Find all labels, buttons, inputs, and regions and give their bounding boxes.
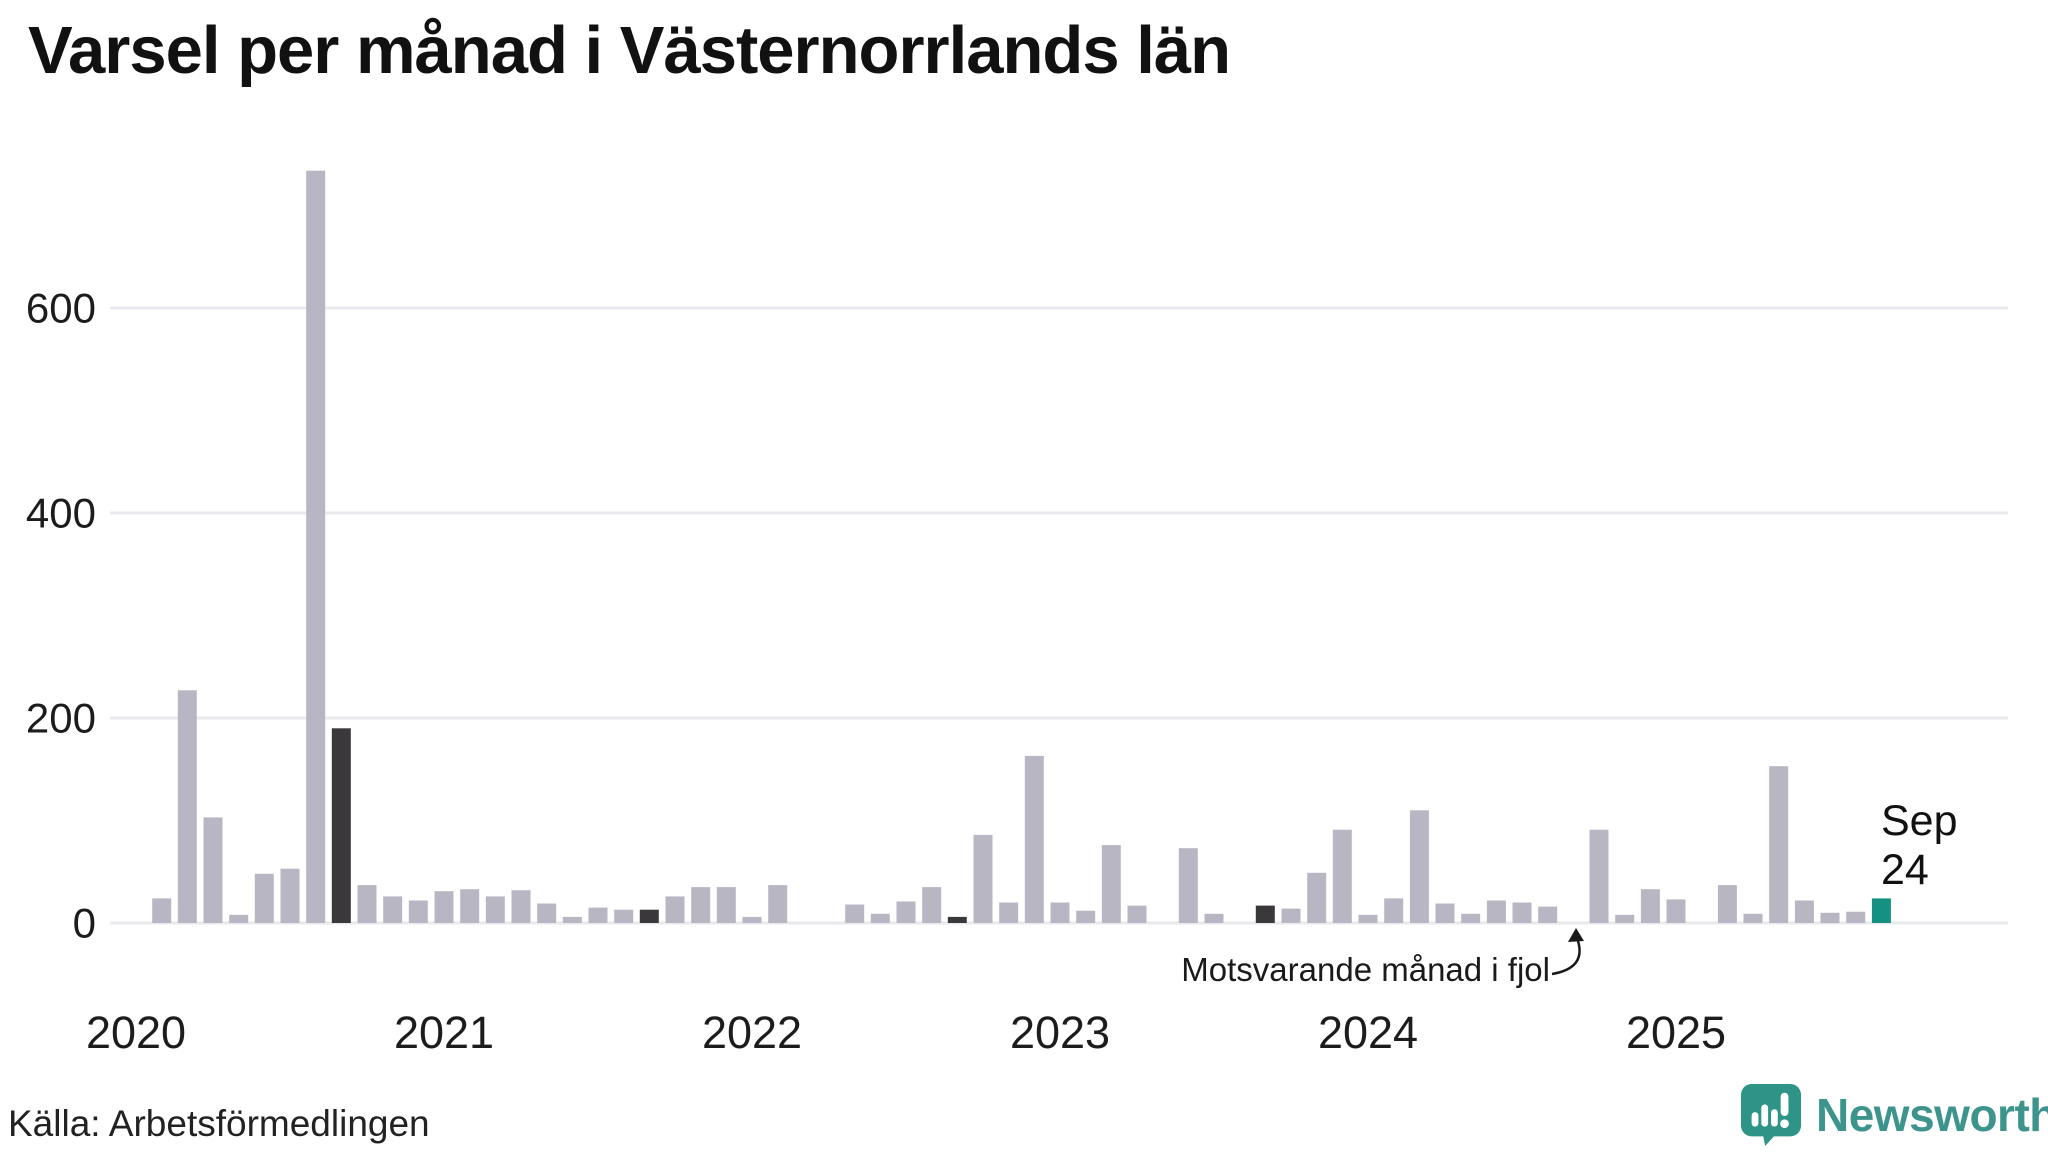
year-label-2022: 2022 [702,1007,802,1058]
bar-2021-03 [485,896,505,923]
year-label-2025: 2025 [1626,1007,1726,1058]
bar-2025-05 [1769,766,1789,923]
annotation-arrowhead [1568,928,1584,942]
latest-bar-label-month: Sep [1881,797,1958,845]
bar-2023-11 [1307,872,1327,923]
bar-2024-06 [1486,900,1506,923]
bar-2024-12 [1640,889,1660,923]
bar-2022-12 [1024,755,1044,923]
bar-2024-04 [1435,903,1455,923]
latest-bar-label: Sep 24 [1881,797,1958,895]
bar-2021-05 [537,903,557,923]
bar-2021-08 [614,909,634,923]
bar-2020-11 [383,896,403,923]
bar-2021-04 [511,890,531,923]
bar-2023-10 [1281,908,1301,923]
bar-2025-04 [1743,913,1763,923]
bar-2023-02 [1076,910,1096,923]
bar-2021-07 [588,907,608,923]
bar-2022-10 [973,834,993,923]
bar-2021-01 [434,891,454,923]
annotation-arrow [1551,937,1581,976]
bar-2025-08 [1846,911,1866,923]
bar-2025-01 [1666,899,1686,923]
y-tick-label-400: 400 [26,490,96,537]
bar-2024-05 [1461,913,1481,923]
bar-2020-07 [280,868,300,923]
newsworthy-logo-text: Newsworthy [1816,1089,2048,1141]
bar-2025-03 [1717,885,1737,923]
bar-2023-12 [1332,829,1352,923]
bar-2020-09 [331,728,351,923]
y-tick-label-0: 0 [73,900,96,947]
bar-2020-02 [152,898,172,923]
bar-2020-12 [408,900,428,923]
bar-2023-09 [1255,905,1275,923]
x-axis-year-labels: 2020 2021 2022 2023 2024 2025 [86,1007,1726,1058]
newsworthy-logo: Newsworthy [1740,1083,2048,1147]
bar-2020-04 [203,817,223,923]
bar-2023-07 [1204,913,1224,923]
year-label-2021: 2021 [394,1007,494,1058]
bar-2024-11 [1615,914,1635,923]
bar-2025-06 [1794,900,1814,923]
bar-2021-06 [562,916,582,923]
bar-2020-08 [306,170,326,923]
bar-2023-03 [1101,845,1121,923]
source-caption: Källa: Arbetsförmedlingen [8,1103,430,1144]
newsworthy-chart-bubble-icon [1740,1084,1802,1146]
y-tick-label-200: 200 [26,695,96,742]
bar-2025-07 [1820,912,1840,924]
bar-2021-02 [460,889,480,923]
bar-2024-03 [1409,810,1429,923]
bar-2023-04 [1127,905,1147,923]
year-label-2024: 2024 [1318,1007,1418,1058]
bar-2023-01 [1050,902,1070,923]
y-axis-tick-labels: 0 200 400 600 [26,285,96,947]
bars [152,170,1891,924]
bar-2022-08 [922,887,942,923]
bar-2022-11 [999,902,1019,923]
y-tick-label-600: 600 [26,285,96,332]
bar-2020-05 [229,914,249,923]
bar-2021-11 [691,887,711,923]
bar-2020-03 [177,690,197,923]
latest-bar-label-value: 24 [1881,846,1929,894]
bar-2024-07 [1512,902,1532,923]
bar-2022-01 [742,916,762,923]
bar-2021-09 [639,909,659,923]
bar-2020-10 [357,885,377,923]
year-label-2023: 2023 [1010,1007,1110,1058]
bar-2021-10 [665,896,685,923]
annotation-reference-month: Motsvarande månad i fjol [1181,951,1550,988]
bar-2022-05 [845,904,865,923]
bar-2024-10 [1589,829,1609,923]
bar-2021-12 [716,887,736,923]
bar-2022-06 [870,913,890,923]
bar-2024-08 [1538,906,1558,923]
gridlines [110,306,2008,925]
bar-2023-06 [1178,848,1198,923]
bar-2022-09 [947,916,967,923]
year-label-2020: 2020 [86,1007,186,1058]
bar-2022-07 [896,901,916,923]
bar-2020-06 [254,873,274,923]
bar-2024-02 [1384,898,1404,923]
bar-2022-02 [768,885,788,923]
page-title: Varsel per månad i Västernorrlands län [28,13,1231,88]
bar-2024-01 [1358,914,1378,923]
bar-2025-09 [1871,898,1891,923]
